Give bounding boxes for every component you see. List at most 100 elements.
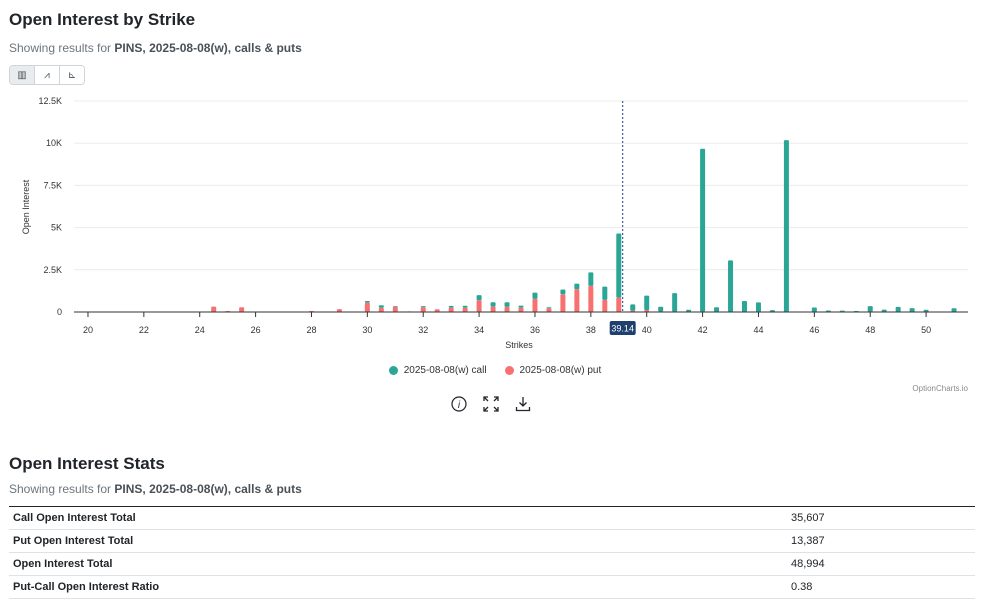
call-bar (560, 289, 566, 295)
stats-subtitle-bold: PINS, 2025-08-08(w), calls & puts (114, 482, 302, 496)
call-bar (728, 260, 734, 312)
x-tick-label: 46 (809, 325, 819, 335)
y-tick-label: 0 (57, 307, 62, 317)
chart-subtitle-prefix: Showing results for (9, 41, 115, 55)
table-row: Call Open Interest Total 35,607 (9, 506, 975, 530)
svg-text:i: i (458, 400, 461, 411)
chart-legend: 2025-08-08(w) call 2025-08-08(w) put (0, 365, 990, 376)
call-bar (867, 306, 873, 312)
call-bar (644, 295, 650, 310)
call-bar (714, 307, 720, 312)
y-tick-label: 2.5K (43, 265, 62, 275)
chart-subtitle-bold: PINS, 2025-08-08(w), calls & puts (114, 41, 302, 55)
call-bar (895, 306, 901, 312)
x-tick-label: 38 (586, 325, 596, 335)
table-row: Put Open Interest Total 13,387 (9, 529, 975, 553)
put-bar (560, 294, 566, 312)
y-axis-label: Open Interest (21, 179, 31, 234)
call-bar (951, 308, 957, 312)
stats-subtitle-prefix: Showing results for (9, 482, 115, 496)
put-bar (574, 289, 580, 312)
legend-call-label: 2025-08-08(w) call (403, 365, 487, 376)
put-bar (546, 308, 552, 312)
call-bar (742, 301, 747, 312)
current-price-badge (609, 321, 636, 335)
put-bar (211, 306, 217, 312)
table-row: Put-Call Open Interest Ratio 0.38 (9, 575, 975, 599)
call-bar (420, 306, 426, 308)
call-bar (923, 309, 929, 312)
call-bar (504, 302, 510, 307)
put-bar (364, 302, 370, 312)
line-chart-button[interactable]: ⩘ (35, 66, 60, 84)
legend-call-swatch (388, 366, 398, 375)
call-bar (672, 293, 678, 312)
call-bar (630, 304, 636, 311)
chart-subtitle: Showing results for PINS, 2025-08-08(w),… (9, 41, 302, 55)
x-tick-label: 48 (865, 325, 875, 335)
chart-title: Open Interest by Strike (9, 10, 196, 29)
put-bar (434, 309, 440, 312)
call-bar (658, 306, 664, 312)
call-bar (588, 272, 594, 286)
call-bar (686, 309, 692, 312)
call-bar (378, 305, 384, 308)
stat-label: Call Open Interest Total (9, 506, 787, 530)
call-bar (448, 305, 454, 308)
call-bar (602, 286, 608, 300)
legend-item-call[interactable]: 2025-08-08(w) call (388, 365, 487, 376)
call-bar (364, 301, 370, 303)
call-bar (532, 292, 538, 299)
put-bar (336, 309, 342, 312)
x-tick-label: 36 (530, 325, 540, 335)
area-chart-button[interactable]: ⊾ (60, 66, 84, 84)
stat-label: Put Open Interest Total (9, 529, 787, 553)
put-bar (239, 307, 245, 312)
call-bar (881, 309, 887, 312)
put-bar (588, 285, 594, 312)
call-bar (392, 306, 398, 307)
call-bar (755, 302, 761, 312)
put-bar (378, 307, 384, 312)
stat-value: 48,994 (787, 552, 975, 576)
stats-title: Open Interest Stats (9, 454, 165, 473)
stat-value: 0.38 (787, 575, 975, 599)
fullscreen-icon[interactable] (482, 395, 500, 413)
put-bar (602, 299, 608, 312)
legend-item-put[interactable]: 2025-08-08(w) put (504, 365, 602, 376)
x-tick-label: 20 (83, 325, 93, 335)
stat-label: Open Interest Total (9, 552, 787, 576)
put-bar (392, 306, 398, 312)
info-icon[interactable]: i (450, 395, 468, 413)
x-tick-label: 42 (698, 325, 708, 335)
put-bar (420, 307, 426, 312)
call-bar (518, 305, 524, 308)
call-bar (616, 233, 622, 298)
stat-label: Put-Call Open Interest Ratio (9, 575, 787, 599)
chart-grid (74, 100, 968, 271)
x-tick-label: 44 (753, 325, 763, 335)
x-tick-label: 30 (362, 325, 372, 335)
y-tick-label: 5K (51, 223, 62, 233)
bar-chart-button[interactable]: ▥ (10, 66, 35, 84)
x-tick-label: 50 (921, 325, 931, 335)
x-tick-label: 28 (306, 325, 316, 335)
open-interest-chart: 0 2.5K 5K 7.5K 10K 12.5K 20 22 24 26 28 30 32 34 36 38 4… (21, 96, 968, 350)
legend-put-label: 2025-08-08(w) put (519, 365, 602, 376)
put-bar (504, 306, 510, 312)
put-bar (532, 298, 538, 312)
call-bar (811, 307, 817, 312)
put-bar (476, 300, 482, 312)
x-tick-label: 26 (251, 325, 261, 335)
x-tick-label: 40 (642, 325, 652, 335)
stats-subtitle: Showing results for PINS, 2025-08-08(w),… (9, 482, 302, 496)
x-tick-label: 34 (474, 325, 484, 335)
call-bar (574, 283, 580, 290)
x-tick-label: 22 (139, 325, 149, 335)
current-price-label: 39.14 (611, 324, 634, 334)
y-tick-label: 7.5K (43, 180, 62, 190)
stat-value: 35,607 (787, 506, 975, 530)
download-icon[interactable] (514, 395, 532, 413)
stats-table: Call Open Interest Total 35,607 Put Open… (9, 506, 975, 599)
call-bar (700, 148, 706, 312)
